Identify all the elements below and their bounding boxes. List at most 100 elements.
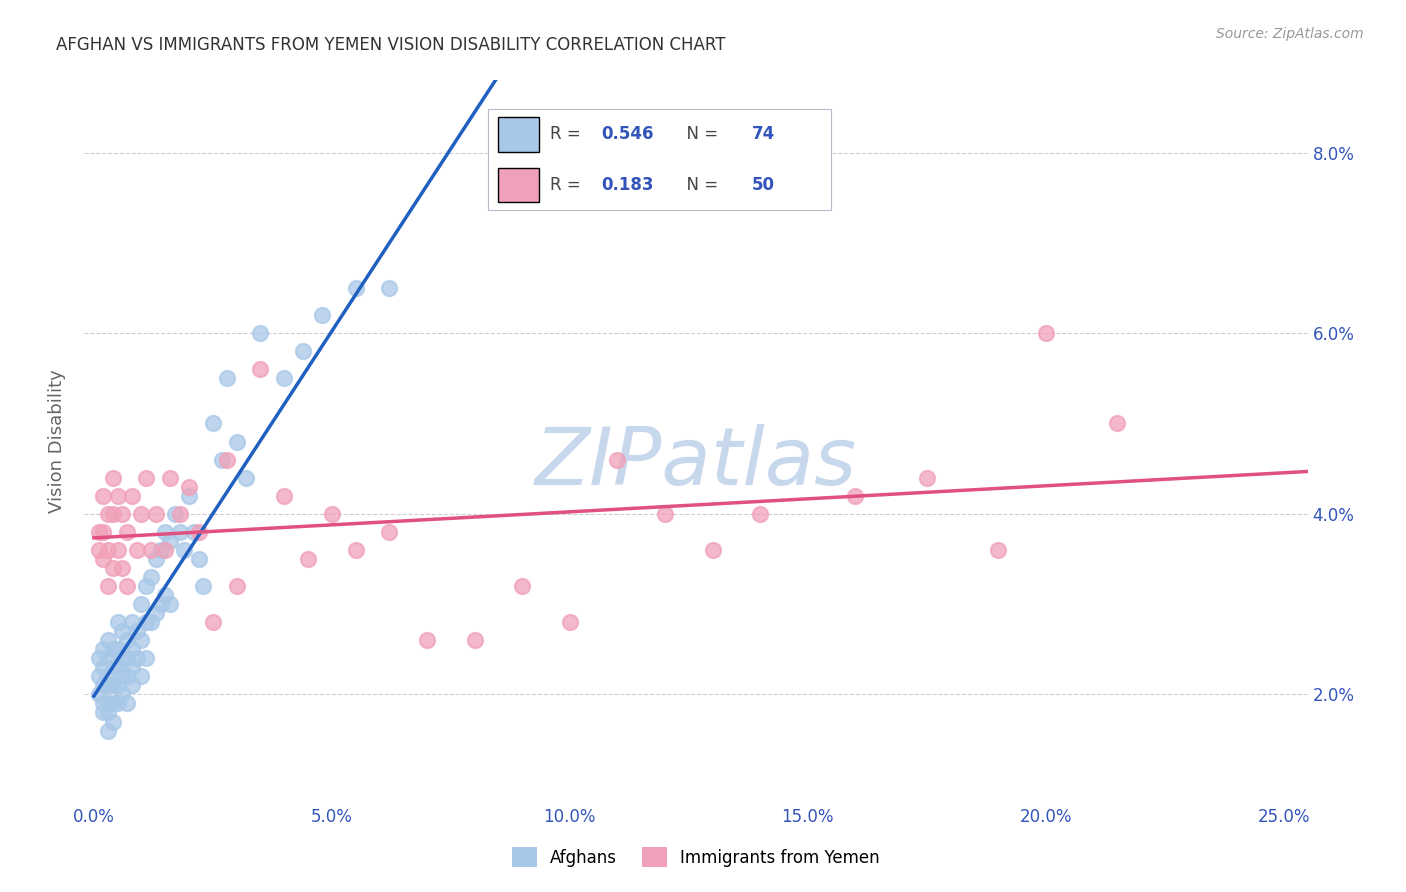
Point — [101, 660, 124, 674]
Point — [97, 542, 120, 557]
Point — [311, 308, 333, 322]
Point — [225, 579, 247, 593]
Point — [139, 570, 162, 584]
Point — [93, 489, 115, 503]
Point — [121, 642, 143, 657]
Point — [201, 615, 224, 630]
Point — [121, 678, 143, 692]
Point — [321, 507, 343, 521]
Point — [145, 552, 167, 566]
Point — [187, 552, 209, 566]
Point — [101, 714, 124, 729]
Point — [915, 470, 938, 484]
Point — [1107, 417, 1129, 431]
Point — [558, 615, 581, 630]
Point — [217, 371, 239, 385]
Text: Source: ZipAtlas.com: Source: ZipAtlas.com — [1216, 27, 1364, 41]
Text: ZIPatlas: ZIPatlas — [534, 425, 858, 502]
Point — [139, 542, 162, 557]
Point — [169, 524, 191, 539]
Point — [115, 651, 138, 665]
Point — [217, 452, 239, 467]
Point — [97, 723, 120, 738]
Point — [510, 579, 533, 593]
Point — [155, 588, 177, 602]
Point — [273, 489, 295, 503]
Point — [111, 669, 134, 683]
Point — [125, 542, 148, 557]
Point — [93, 524, 115, 539]
Point — [193, 579, 215, 593]
Point — [101, 678, 124, 692]
Point — [125, 651, 148, 665]
Point — [97, 706, 120, 720]
Point — [87, 524, 110, 539]
Point — [159, 470, 181, 484]
Point — [115, 579, 138, 593]
Point — [121, 489, 143, 503]
Point — [121, 660, 143, 674]
Point — [131, 669, 153, 683]
Point — [97, 678, 120, 692]
Point — [107, 697, 129, 711]
Point — [131, 507, 153, 521]
Point — [111, 687, 134, 701]
Point — [235, 470, 257, 484]
Point — [87, 542, 110, 557]
Point — [111, 651, 134, 665]
Point — [101, 507, 124, 521]
Point — [145, 507, 167, 521]
Point — [101, 470, 124, 484]
Point — [97, 697, 120, 711]
Point — [111, 561, 134, 575]
Point — [131, 633, 153, 648]
Point — [93, 660, 115, 674]
Point — [155, 524, 177, 539]
Point — [187, 524, 209, 539]
Point — [97, 669, 120, 683]
Point — [97, 651, 120, 665]
Point — [101, 642, 124, 657]
Point — [292, 344, 315, 359]
Point — [111, 624, 134, 639]
Point — [121, 615, 143, 630]
Point — [169, 507, 191, 521]
Point — [749, 507, 772, 521]
Point — [416, 633, 439, 648]
Point — [115, 633, 138, 648]
Point — [464, 633, 486, 648]
Point — [297, 552, 319, 566]
Point — [378, 524, 401, 539]
Point — [97, 633, 120, 648]
Point — [163, 507, 186, 521]
Point — [159, 533, 181, 548]
Text: AFGHAN VS IMMIGRANTS FROM YEMEN VISION DISABILITY CORRELATION CHART: AFGHAN VS IMMIGRANTS FROM YEMEN VISION D… — [56, 36, 725, 54]
Point — [344, 281, 367, 295]
Point — [702, 542, 724, 557]
Point — [97, 507, 120, 521]
Point — [135, 470, 157, 484]
Point — [97, 579, 120, 593]
Point — [107, 678, 129, 692]
Point — [177, 489, 200, 503]
Point — [93, 706, 115, 720]
Legend: Afghans, Immigrants from Yemen: Afghans, Immigrants from Yemen — [505, 840, 887, 874]
Point — [115, 697, 138, 711]
Point — [654, 507, 676, 521]
Point — [125, 624, 148, 639]
Point — [225, 434, 247, 449]
Point — [344, 542, 367, 557]
Point — [173, 542, 195, 557]
Point — [606, 452, 628, 467]
Point — [201, 417, 224, 431]
Point — [135, 651, 157, 665]
Point — [93, 552, 115, 566]
Point — [135, 579, 157, 593]
Point — [149, 597, 172, 611]
Point — [107, 660, 129, 674]
Point — [87, 669, 110, 683]
Point — [159, 597, 181, 611]
Point — [149, 542, 172, 557]
Point — [249, 362, 271, 376]
Point — [115, 524, 138, 539]
